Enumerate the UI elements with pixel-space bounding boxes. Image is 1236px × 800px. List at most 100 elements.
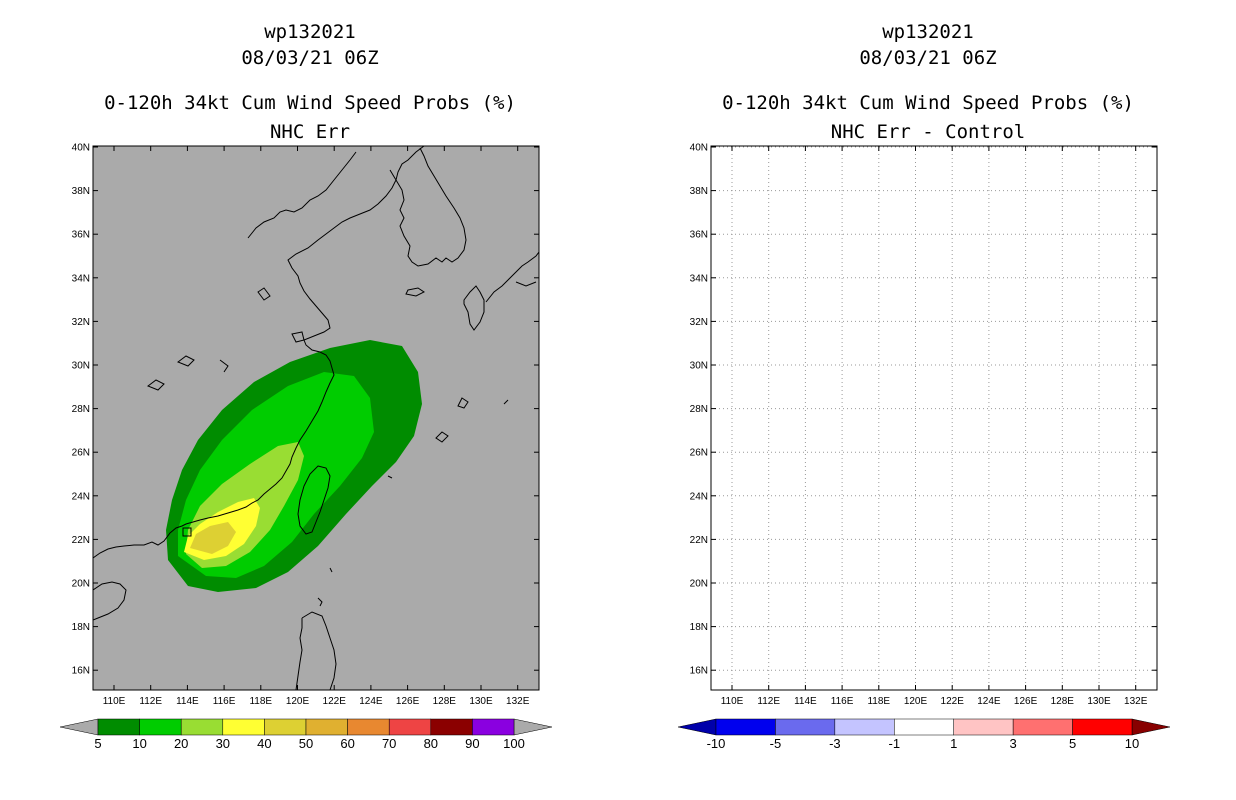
colorbar-swatch <box>222 718 265 736</box>
colorbar-label: 90 <box>465 736 479 751</box>
lon-label: 126E <box>396 696 420 707</box>
lat-label: 18N <box>72 622 90 633</box>
lat-label: 38N <box>690 186 708 197</box>
colorbar-swatch <box>347 718 390 736</box>
colorbar-swatch <box>1012 718 1073 736</box>
lat-label: 24N <box>72 491 90 502</box>
left-header-datetime: 08/03/21 06Z <box>241 47 379 69</box>
colorbar-label: 1 <box>950 736 957 751</box>
right-title-product: 0-120h 34kt Cum Wind Speed Probs (%) <box>722 92 1134 114</box>
lon-label: 112E <box>139 696 162 707</box>
colorbar-label: 30 <box>216 736 230 751</box>
lat-label: 18N <box>690 622 708 633</box>
lon-label: 116E <box>213 696 236 707</box>
lat-label: 32N <box>690 317 708 328</box>
right-map: 40N38N36N34N32N30N28N26N24N22N20N18N16N … <box>690 143 1158 707</box>
colorbar-swatch <box>430 718 473 736</box>
colorbar-label: 100 <box>503 736 525 751</box>
lat-label: 20N <box>72 579 90 590</box>
colorbar-label: -3 <box>829 736 841 751</box>
colorbar-over-arrow <box>513 718 553 736</box>
lon-label: 116E <box>831 696 854 707</box>
contour-40pct <box>190 522 236 554</box>
colorbar-label: 70 <box>382 736 396 751</box>
lon-label: 128E <box>1051 696 1075 707</box>
lat-label: 36N <box>72 230 90 241</box>
left-map: 40N38N36N34N32N30N28N26N24N22N20N18N16N … <box>72 143 540 707</box>
lat-label: 28N <box>72 404 90 415</box>
lon-label: 122E <box>323 696 347 707</box>
colorbar-label: 60 <box>340 736 354 751</box>
lat-label: 22N <box>690 535 708 546</box>
colorbar-swatch <box>834 718 895 736</box>
colorbar-label: 10 <box>1125 736 1139 751</box>
colorbar-swatch <box>264 718 307 736</box>
lat-label: 16N <box>72 666 90 677</box>
lat-label: 40N <box>690 143 708 154</box>
lon-label: 124E <box>359 696 383 707</box>
colorbar-label: 3 <box>1010 736 1017 751</box>
lon-label: 110E <box>103 696 126 707</box>
left-probability-contours <box>166 340 422 592</box>
lon-label: 120E <box>904 696 928 707</box>
lon-label: 132E <box>1124 696 1148 707</box>
lon-label: 120E <box>286 696 310 707</box>
lat-label: 16N <box>690 666 708 677</box>
right-map-frame <box>710 145 1158 691</box>
lon-label: 132E <box>506 696 530 707</box>
right-lon-labels: 110E 112E 114E 116E 118E 120E 122E 124E 126E 128E… <box>721 696 1148 707</box>
right-map-background <box>711 146 1157 690</box>
colorbar-swatch <box>139 718 182 736</box>
lon-label: 124E <box>977 696 1001 707</box>
lat-label: 30N <box>72 361 90 372</box>
right-title-subtitle: NHC Err - Control <box>830 121 1026 143</box>
lat-label: 28N <box>690 404 708 415</box>
colorbar-swatch <box>775 718 836 736</box>
colorbar-swatch <box>472 718 515 736</box>
right-lat-labels: 40N 38N 36N 34N 32N 30N 28N 26N 24N 22N 20N 18N 16N <box>690 143 708 677</box>
colorbar-label: 40 <box>257 736 271 751</box>
left-lat-labels: 40N 38N 36N 34N 32N 30N 28N 26N 24N 22N 20N 18N 16N <box>72 143 90 677</box>
lat-label: 36N <box>690 230 708 241</box>
colorbar-swatch <box>1072 718 1133 736</box>
right-gridlines <box>711 146 1157 690</box>
colorbar-swatch <box>953 718 1014 736</box>
colorbar-label: -1 <box>889 736 901 751</box>
left-map-frame <box>92 145 540 691</box>
colorbar-over-arrow <box>1131 718 1171 736</box>
lon-label: 126E <box>1014 696 1038 707</box>
lat-label: 24N <box>690 491 708 502</box>
lon-label: 118E <box>867 696 890 707</box>
right-header-datetime: 08/03/21 06Z <box>859 47 997 69</box>
lon-label: 114E <box>794 696 817 707</box>
colorbar-swatch <box>180 718 224 736</box>
lon-label: 114E <box>176 696 199 707</box>
lon-label: 130E <box>469 696 493 707</box>
lat-label: 30N <box>690 361 708 372</box>
left-lon-labels: 110E 112E 114E 116E 118E 120E 122E 124E 126E 128E… <box>103 696 530 707</box>
lat-label: 26N <box>690 448 708 459</box>
left-title-subtitle: NHC Err <box>269 121 351 143</box>
lat-label: 20N <box>690 579 708 590</box>
lat-label: 40N <box>72 143 90 154</box>
colorbar-label: 10 <box>132 736 146 751</box>
lat-label: 34N <box>690 273 708 284</box>
left-header-storm-id: wp132021 <box>264 21 356 43</box>
lon-label: 128E <box>433 696 457 707</box>
colorbar-swatch <box>715 718 776 736</box>
lon-label: 122E <box>941 696 965 707</box>
left-title-product: 0-120h 34kt Cum Wind Speed Probs (%) <box>104 92 516 114</box>
colorbar-label: 5 <box>1069 736 1076 751</box>
right-colorbar: -10 -5 -3 -1 1 3 5 10 <box>677 718 1171 751</box>
colorbar-under-arrow <box>59 718 99 736</box>
lat-label: 34N <box>72 273 90 284</box>
colorbar-under-arrow <box>677 718 717 736</box>
left-colorbar: 5 10 20 30 40 50 60 70 80 90 100 <box>59 718 553 751</box>
lat-label: 26N <box>72 448 90 459</box>
lon-label: 118E <box>249 696 272 707</box>
colorbar-swatch <box>305 718 348 736</box>
colorbar-label: 80 <box>424 736 438 751</box>
right-axis-ticks <box>711 146 1157 690</box>
lon-label: 130E <box>1087 696 1111 707</box>
